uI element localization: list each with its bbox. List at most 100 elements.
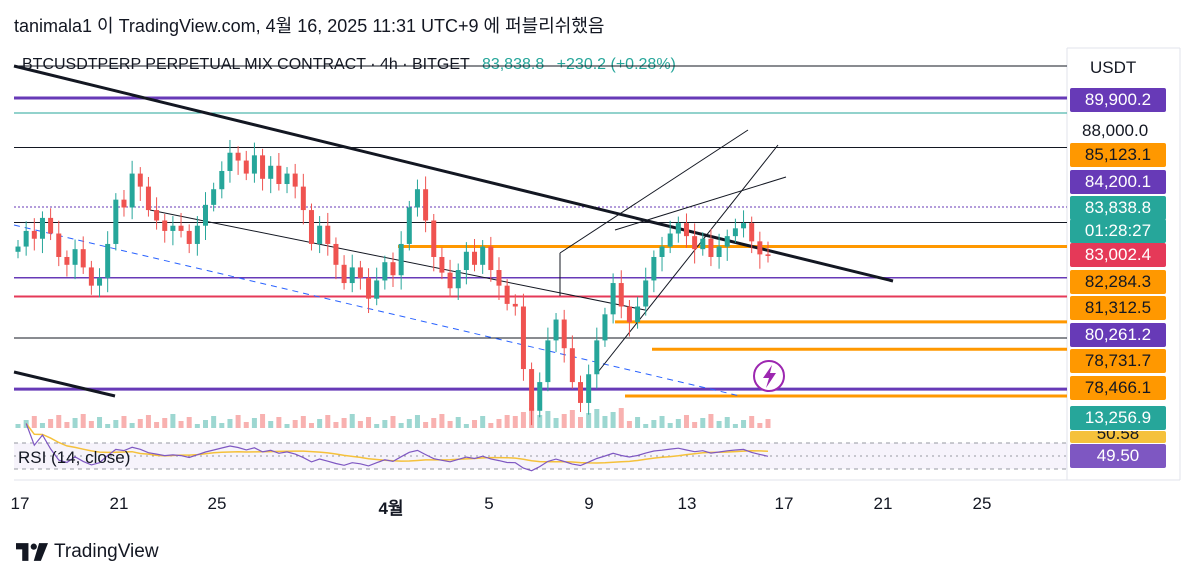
candle-body-41 bbox=[349, 267, 355, 284]
candle-body-23 bbox=[203, 204, 208, 226]
volume-bar-29 bbox=[251, 418, 257, 428]
volume-bar-56 bbox=[472, 420, 478, 428]
candle-body-63 bbox=[529, 369, 535, 411]
volume-bars bbox=[15, 408, 771, 428]
volume-bar-83 bbox=[692, 422, 698, 428]
volume-bar-52 bbox=[439, 414, 445, 428]
candle-body-8 bbox=[80, 249, 86, 268]
candle-body-87 bbox=[724, 236, 730, 247]
rsi-label: RSI (14, close) bbox=[18, 448, 131, 467]
horizontal-levels bbox=[14, 65, 1067, 398]
candle-body-49 bbox=[414, 189, 420, 208]
candle-body-26 bbox=[227, 152, 233, 171]
candle-body-72 bbox=[602, 314, 608, 341]
price-tag-3: 83,838.8 bbox=[1070, 196, 1166, 220]
volume-bar-17 bbox=[154, 422, 160, 428]
volume-bar-21 bbox=[186, 417, 192, 428]
volume-bar-57 bbox=[480, 416, 486, 428]
volume-bar-0 bbox=[15, 424, 21, 428]
candle-body-90 bbox=[749, 223, 755, 242]
xtick-3: 4월 bbox=[378, 499, 404, 518]
volume-bar-48 bbox=[406, 419, 412, 428]
volume-bar-77 bbox=[643, 424, 649, 428]
rsi-tag: 49.50 bbox=[1070, 444, 1166, 468]
candle-body-71 bbox=[594, 340, 600, 375]
candle-body-4 bbox=[48, 217, 54, 234]
volume-bar-66 bbox=[553, 418, 559, 428]
candle-body-89 bbox=[741, 223, 747, 229]
volume-bar-63 bbox=[529, 408, 535, 428]
xtick-6: 13 bbox=[677, 494, 697, 513]
volume-bar-40 bbox=[341, 418, 347, 428]
volume-bar-71 bbox=[594, 409, 600, 428]
price-tag-0: 89,900.2 bbox=[1070, 88, 1166, 112]
volume-bar-64 bbox=[537, 415, 543, 428]
rsi-ma-line bbox=[25, 423, 769, 464]
candle-body-17 bbox=[154, 210, 160, 221]
volume-bar-44 bbox=[374, 424, 380, 428]
wedge-upper bbox=[559, 129, 749, 254]
candle-body-77 bbox=[643, 280, 649, 307]
volume-bar-20 bbox=[178, 421, 184, 428]
candle-body-42 bbox=[357, 267, 363, 278]
volume-bar-13 bbox=[121, 416, 127, 428]
candle-body-79 bbox=[659, 246, 665, 257]
volume-bar-86 bbox=[716, 421, 722, 428]
volume-bar-9 bbox=[88, 421, 94, 428]
symbol-price: 83,838.8 bbox=[481, 56, 545, 73]
candle-body-2 bbox=[31, 230, 37, 239]
candle-body-75 bbox=[626, 306, 632, 323]
currency-label[interactable]: USDT bbox=[1090, 58, 1137, 77]
volume-bar-37 bbox=[317, 419, 323, 428]
candle-body-39 bbox=[333, 243, 339, 265]
volume-bar-81 bbox=[675, 419, 681, 428]
volume-bar-33 bbox=[284, 424, 290, 428]
volume-bar-34 bbox=[292, 420, 298, 428]
volume-bar-26 bbox=[227, 419, 233, 428]
trendline-lower bbox=[13, 370, 116, 398]
candle-body-48 bbox=[406, 207, 412, 244]
candle-body-13 bbox=[121, 199, 127, 208]
candle-body-27 bbox=[235, 152, 241, 161]
candle-body-52 bbox=[439, 256, 445, 273]
candle-body-25 bbox=[219, 170, 225, 190]
candle-body-55 bbox=[463, 251, 469, 271]
volume-bar-36 bbox=[308, 423, 314, 428]
candle-body-43 bbox=[366, 277, 372, 299]
candle-body-64 bbox=[537, 382, 543, 411]
candle-body-9 bbox=[88, 267, 94, 286]
candle-body-68 bbox=[569, 348, 575, 383]
price-tag-7: 81,312.5 bbox=[1070, 296, 1166, 320]
price-tag-10: 78,466.1 bbox=[1070, 376, 1166, 400]
volume-bar-92 bbox=[765, 419, 771, 428]
volume-bar-30 bbox=[260, 414, 266, 428]
candle-body-12 bbox=[113, 199, 119, 244]
candle-body-45 bbox=[382, 262, 388, 281]
volume-bar-91 bbox=[757, 423, 763, 428]
candle-body-81 bbox=[675, 223, 681, 234]
volume-bar-68 bbox=[569, 410, 575, 428]
candle-body-37 bbox=[317, 225, 323, 244]
price-label-88000: 88,000.0 bbox=[1082, 121, 1149, 140]
volume-bar-32 bbox=[276, 417, 282, 428]
price-tag-2: 84,200.1 bbox=[1070, 170, 1166, 194]
candle-body-40 bbox=[341, 264, 347, 284]
price-tag-8: 80,261.2 bbox=[1070, 323, 1166, 347]
volume-bar-73 bbox=[610, 412, 616, 428]
candle-body-34 bbox=[292, 173, 298, 187]
candle-body-32 bbox=[276, 165, 282, 185]
volume-bar-55 bbox=[463, 424, 469, 428]
volume-bar-87 bbox=[724, 417, 730, 428]
volume-bar-28 bbox=[243, 422, 249, 428]
trendlines bbox=[13, 64, 894, 398]
volume-bar-19 bbox=[170, 414, 176, 428]
volume-bar-25 bbox=[219, 423, 225, 428]
volume-bar-79 bbox=[659, 416, 665, 428]
candle-body-22 bbox=[194, 225, 200, 244]
footer-brand[interactable]: TradingView bbox=[16, 541, 159, 563]
lightning-icon[interactable] bbox=[753, 360, 785, 392]
volume-bar-42 bbox=[357, 421, 363, 428]
volume-bar-4 bbox=[48, 419, 54, 428]
candle-body-14 bbox=[129, 173, 135, 208]
